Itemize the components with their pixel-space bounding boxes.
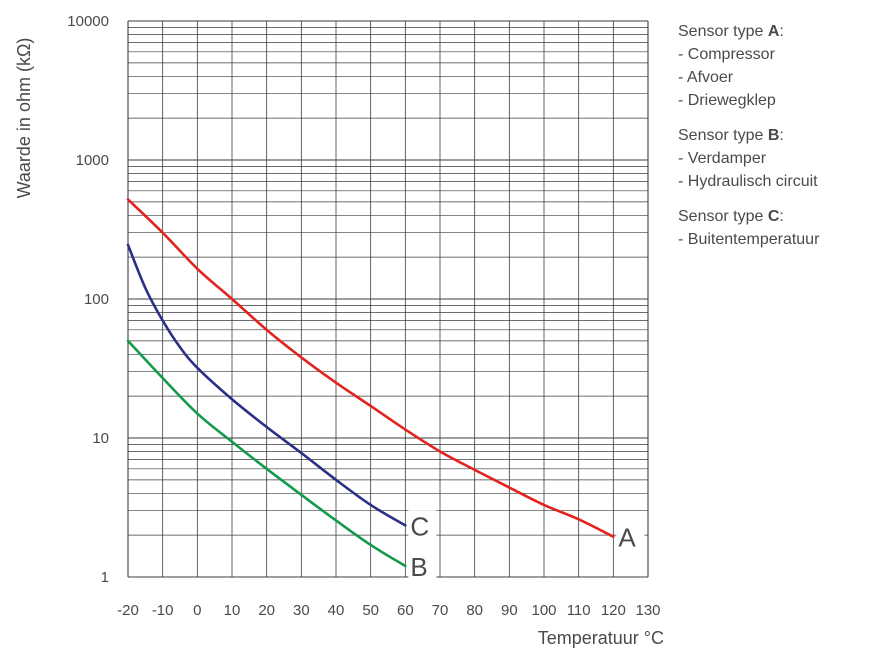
series-end-label-c: C (410, 511, 429, 541)
legend-item: - Hydraulisch circuit (678, 173, 818, 190)
legend-type: C (767, 208, 780, 225)
x-tick-label: 0 (193, 602, 201, 619)
legend-suffix: : (779, 23, 784, 40)
legend-group-a: Sensor type A: - Compressor - Afvoer - D… (678, 20, 868, 112)
legend-prefix: Sensor type (678, 23, 768, 40)
chart-grid (127, 20, 649, 578)
legend-group-c: Sensor type C: - Buitentemperatuur (678, 205, 868, 251)
x-tick-label: 50 (362, 602, 379, 619)
legend-type: B (767, 127, 780, 144)
series-label-backdrop (408, 550, 437, 581)
y-axis-label: Waarde in ohm (kΩ) (14, 38, 34, 199)
x-tick-label: 80 (466, 602, 483, 619)
x-tick-label: -10 (152, 602, 174, 619)
x-tick-label: 40 (328, 602, 345, 619)
series-line-b (126, 339, 407, 568)
legend-title-a: Sensor type A: (678, 20, 868, 43)
legend-item: - Driewegklep (678, 92, 776, 109)
legend-suffix: : (779, 127, 784, 144)
x-axis-label: Temperatuur °C (538, 628, 664, 648)
y-tick-label: 1 (101, 569, 109, 586)
legend-prefix: Sensor type (678, 208, 768, 225)
legend-item: - Afvoer (678, 69, 734, 86)
legend-item: - Compressor (678, 46, 775, 63)
legend-type: A (767, 23, 780, 40)
series-end-label-a: A (618, 523, 636, 553)
x-tick-label: 60 (397, 602, 414, 619)
y-tick-label: 100 (84, 291, 109, 308)
legend-prefix: Sensor type (678, 127, 768, 144)
y-tick-label: 10000 (67, 13, 109, 30)
legend-title-c: Sensor type C: (678, 205, 868, 228)
series-line-c (126, 243, 407, 527)
x-tick-label: 130 (635, 602, 660, 619)
legend-item: - Verdamper (678, 150, 767, 167)
series-label-backdrop (408, 510, 437, 541)
series-end-label-b: B (410, 552, 427, 582)
x-tick-label: 110 (567, 602, 591, 619)
x-tick-labels: -20 -10 0 10 20 30 40 50 60 70 80 90 100 110 120 130 (117, 602, 660, 619)
legend-suffix: : (779, 208, 784, 225)
x-tick-label: -20 (117, 602, 139, 619)
y-tick-label: 1000 (76, 152, 109, 169)
y-tick-label: 10 (92, 430, 109, 447)
y-tick-labels: 1 10 100 1000 10000 (67, 13, 109, 586)
x-tick-label: 10 (224, 602, 241, 619)
legend-item: - Buitentemperatuur (678, 231, 820, 248)
legend-title-b: Sensor type B: (678, 124, 868, 147)
chart-series: A BC (126, 198, 645, 582)
x-tick-label: 30 (293, 602, 310, 619)
x-tick-label: 90 (501, 602, 518, 619)
series-label-backdrop (616, 521, 645, 552)
legend: Sensor type A: - Compressor - Afvoer - D… (678, 20, 868, 263)
series-line-a (126, 198, 615, 538)
x-tick-label: 100 (531, 602, 556, 619)
legend-group-b: Sensor type B: - Verdamper - Hydraulisch… (678, 124, 868, 193)
x-tick-label: 20 (258, 602, 275, 619)
x-tick-label: 120 (601, 602, 626, 619)
x-tick-label: 70 (432, 602, 449, 619)
